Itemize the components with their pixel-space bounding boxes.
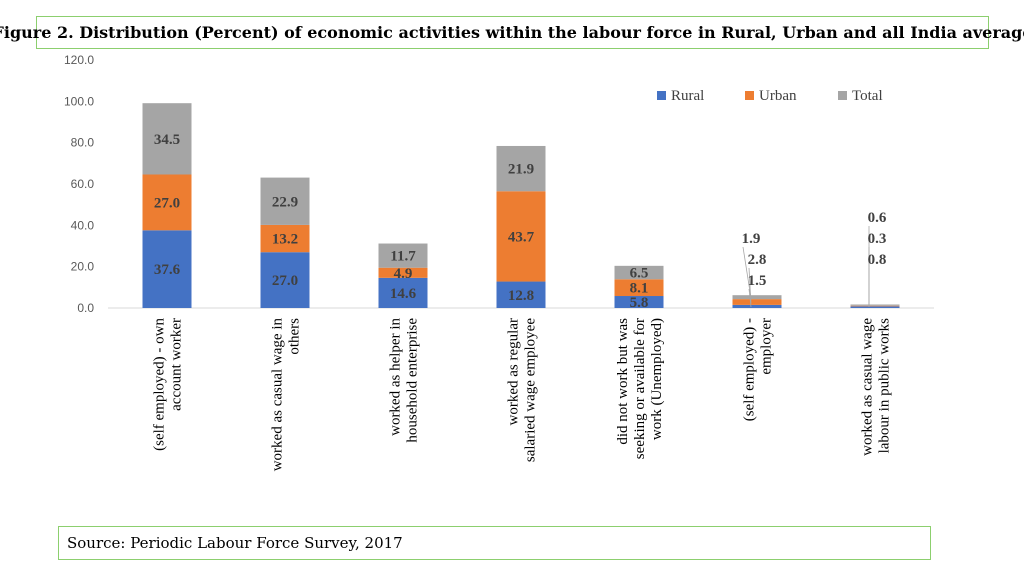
- data-label: 0.6: [868, 210, 887, 226]
- y-axis: 0.0 20.0 40.0 60.0 80.0 100.0 120.0: [64, 53, 934, 315]
- category-label: labour in public works: [877, 318, 893, 454]
- data-label: 2.8: [748, 252, 767, 268]
- bar-urban-3: [496, 191, 546, 282]
- y-tick-label: 100.0: [64, 94, 94, 108]
- bar-rural-1: [260, 252, 310, 308]
- category-label: (self employed) - own: [152, 318, 168, 451]
- leader-lines: [742, 226, 870, 308]
- category-label: employer: [759, 318, 775, 375]
- category-label: others: [287, 318, 303, 355]
- category-label: (self employed) -: [742, 318, 758, 421]
- bar-urban-6: [850, 305, 900, 307]
- leader-line: [742, 246, 752, 299]
- data-label: 12.8: [508, 288, 534, 304]
- bar-total-5: [732, 295, 782, 300]
- bar-urban-5: [732, 299, 782, 305]
- bar-rural-5: [732, 304, 782, 308]
- data-labels: 37.6 27.0 34.5 27.0 13.2 22.9 14.6 4.911.7 12.8 4…: [154, 132, 887, 311]
- data-label: 5.8: [630, 295, 649, 311]
- source-note: Source: Periodic Labour Force Survey, 20…: [58, 526, 931, 560]
- legend-label-total: Total: [852, 88, 883, 104]
- bar-urban-4: [614, 279, 664, 297]
- y-tick-label: 60.0: [71, 177, 95, 191]
- chart-title: Figure 2. Distribution (Percent) of econ…: [0, 16, 1024, 49]
- category-label: salaried wage employee: [523, 318, 539, 462]
- bar-total-2: [378, 243, 428, 268]
- data-label: 43.7: [508, 229, 535, 245]
- data-label: 22.9: [272, 194, 298, 210]
- bar-rural-6: [850, 306, 900, 308]
- data-label: 11.7: [390, 249, 416, 265]
- data-label: 37.6: [154, 262, 181, 278]
- bar-urban-1: [260, 224, 310, 253]
- data-label: 13.2: [272, 232, 298, 248]
- data-label: 1.5: [748, 273, 767, 289]
- data-label: 0.8: [868, 252, 887, 268]
- category-label: account worker: [169, 318, 185, 411]
- y-tick-label: 80.0: [71, 136, 95, 150]
- y-tick-label: 0.0: [77, 301, 94, 315]
- data-label: 8.1: [630, 281, 649, 297]
- legend-label-rural: Rural: [671, 88, 704, 104]
- bar-total-0: [142, 103, 192, 175]
- category-label: worked as casual wage: [860, 318, 876, 456]
- data-label: 1.9: [742, 231, 761, 247]
- data-label: 27.0: [272, 273, 298, 289]
- data-label: 21.9: [508, 162, 534, 178]
- x-axis-categories: (self employed) - own account worker worke…: [152, 318, 893, 472]
- data-label: 34.5: [154, 132, 180, 148]
- bar-rural-4: [614, 296, 664, 308]
- bar-total-4: [614, 265, 664, 280]
- category-label: work (Unemployed): [649, 318, 665, 440]
- bar-rural-3: [496, 281, 546, 308]
- legend: Rural Urban Total: [657, 88, 883, 104]
- y-tick-label: 20.0: [71, 260, 95, 274]
- data-label: 4.9: [394, 266, 413, 282]
- stacked-bar-chart: 0.0 20.0 40.0 60.0 80.0 100.0 120.0 37.6 27.0 34…: [64, 53, 934, 472]
- category-label: did not work but was: [615, 318, 631, 445]
- bars: [142, 103, 900, 308]
- category-label: household enterprise: [405, 318, 421, 443]
- bar-rural-2: [378, 277, 428, 308]
- legend-label-urban: Urban: [759, 88, 797, 104]
- category-label: worked as regular: [506, 318, 522, 425]
- data-label: 27.0: [154, 195, 180, 211]
- data-label: 6.5: [630, 266, 649, 282]
- legend-swatch-urban: [745, 91, 754, 100]
- bar-urban-0: [142, 174, 192, 231]
- bar-rural-0: [142, 230, 192, 308]
- bar-total-3: [496, 145, 546, 192]
- legend-swatch-rural: [657, 91, 666, 100]
- leader-line: [748, 288, 752, 308]
- category-label: seeking or available for: [632, 318, 648, 459]
- category-label: worked as helper in: [388, 318, 404, 436]
- data-label: 14.6: [390, 286, 417, 302]
- data-label: 0.3: [868, 231, 887, 247]
- legend-swatch-total: [838, 91, 847, 100]
- y-tick-label: 40.0: [71, 218, 95, 232]
- category-label: worked as casual wage in: [270, 318, 286, 472]
- bar-total-1: [260, 177, 310, 225]
- bar-urban-2: [378, 267, 428, 278]
- bar-total-6: [850, 304, 900, 306]
- y-tick-label: 120.0: [64, 53, 94, 67]
